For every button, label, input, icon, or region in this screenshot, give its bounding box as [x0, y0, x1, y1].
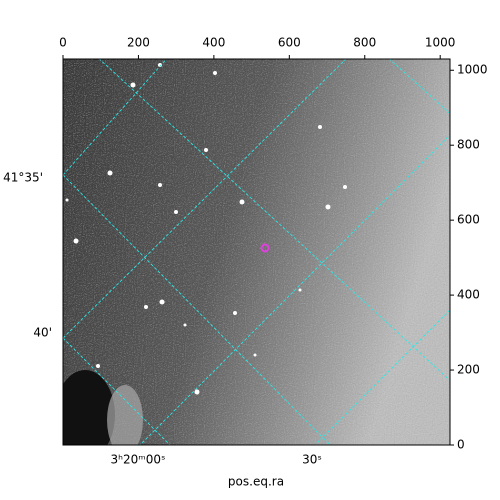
y-tick-label: 0 — [457, 438, 465, 452]
y-tick-label: 1000 — [457, 63, 488, 77]
x-tick-label: 400 — [202, 36, 225, 50]
x-axis-label: pos.eq.ra — [228, 475, 284, 489]
target-marker — [260, 243, 270, 253]
x-tick-label: 800 — [353, 36, 376, 50]
coordinate-grid — [63, 59, 450, 445]
dec-tick-label: 40' — [33, 326, 52, 340]
ra-tick-label: 3ʰ20ᵐ00ˢ — [111, 453, 166, 467]
sky-image — [63, 59, 450, 445]
y-tick-label: 800 — [457, 138, 480, 152]
x-tick-label: 1000 — [425, 36, 456, 50]
dec-tick-label: 41°35' — [3, 171, 43, 185]
y-tick-label: 400 — [457, 288, 480, 302]
axes-frame — [62, 58, 451, 446]
x-tick-label: 600 — [278, 36, 301, 50]
x-tick-label: 0 — [59, 36, 67, 50]
y-tick-label: 200 — [457, 363, 480, 377]
x-tick-label: 200 — [127, 36, 150, 50]
ra-tick-label: 30ˢ — [302, 453, 322, 467]
stars — [65, 63, 347, 395]
y-tick-label: 600 — [457, 213, 480, 227]
